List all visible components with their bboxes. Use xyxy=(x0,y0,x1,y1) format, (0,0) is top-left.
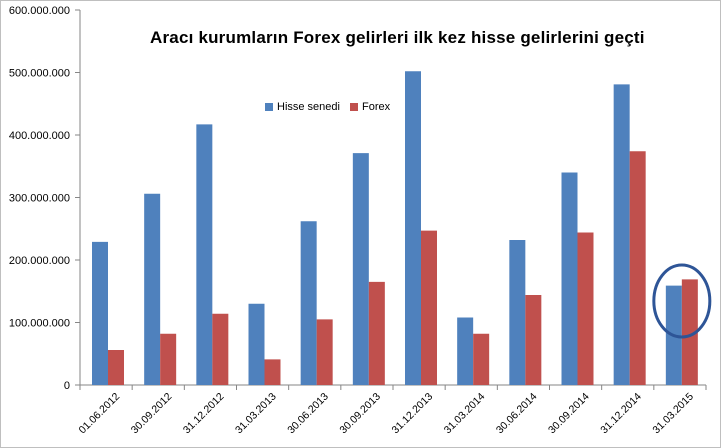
bar-hisse xyxy=(300,221,317,385)
legend-label-forex: Forex xyxy=(361,101,391,113)
x-tick-label: 31.03.2013 xyxy=(233,391,279,437)
legend-swatch-forex xyxy=(349,103,358,111)
bar-forex xyxy=(368,281,385,385)
bar-hisse xyxy=(92,241,108,385)
y-tick-label: 100.000.000 xyxy=(9,318,70,330)
legend-label-hisse: Hisse senedi xyxy=(277,101,340,113)
bar-hisse xyxy=(561,172,578,385)
x-tick-label: 30.09.2012 xyxy=(129,391,175,437)
x-tick-label: 30.09.2014 xyxy=(546,391,592,437)
y-tick-label: 500.000.000 xyxy=(9,68,70,80)
legend-item-forex: Forex xyxy=(349,101,391,113)
bar-forex xyxy=(212,313,229,385)
x-tick-label: 01.06.2012 xyxy=(77,391,123,437)
bar-forex xyxy=(108,350,124,385)
bar-forex xyxy=(629,151,646,385)
x-tick-label: 30.09.2013 xyxy=(337,391,383,437)
bar-forex xyxy=(525,295,542,385)
bar-hisse xyxy=(248,303,265,385)
y-tick-label: 300.000.000 xyxy=(9,193,70,205)
bar-hisse xyxy=(613,84,630,385)
chart-title: Aracı kurumların Forex gelirleri ilk kez… xyxy=(150,28,645,47)
bar-hisse xyxy=(196,124,213,385)
bar-hisse xyxy=(457,317,474,385)
highlight-ellipse xyxy=(652,263,712,339)
bar-forex xyxy=(421,230,437,385)
y-tick-label: 200.000.000 xyxy=(9,255,70,267)
x-tick-label: 31.12.2012 xyxy=(181,391,227,437)
x-tick-label: 31.03.2014 xyxy=(442,391,488,437)
legend-swatch-hisse xyxy=(265,103,273,111)
bar-forex xyxy=(160,333,177,385)
x-tick-label: 30.06.2014 xyxy=(494,391,540,437)
y-tick-label: 400.000.000 xyxy=(9,130,70,142)
y-tick-label: 0 xyxy=(64,380,70,392)
bar-hisse xyxy=(405,71,421,385)
x-tick-label: 31.12.2014 xyxy=(598,391,644,437)
legend-item-hisse: Hisse senedi xyxy=(265,101,340,113)
x-tick-label: 30.06.2013 xyxy=(285,391,331,437)
bar-hisse xyxy=(144,193,161,385)
bar-forex xyxy=(681,279,698,385)
x-tick-label: 31.03.2015 xyxy=(650,391,696,437)
y-tick-label: 600.000.000 xyxy=(9,5,70,17)
bar-hisse xyxy=(352,153,369,385)
x-tick-label: 31.12.2013 xyxy=(390,391,436,437)
chart-legend: Hisse senedi Forex xyxy=(265,101,400,113)
bar-forex xyxy=(473,333,490,385)
bar-hisse xyxy=(509,240,526,385)
bar-forex xyxy=(264,359,281,385)
bar-forex xyxy=(316,319,333,385)
bar-forex xyxy=(577,232,594,385)
